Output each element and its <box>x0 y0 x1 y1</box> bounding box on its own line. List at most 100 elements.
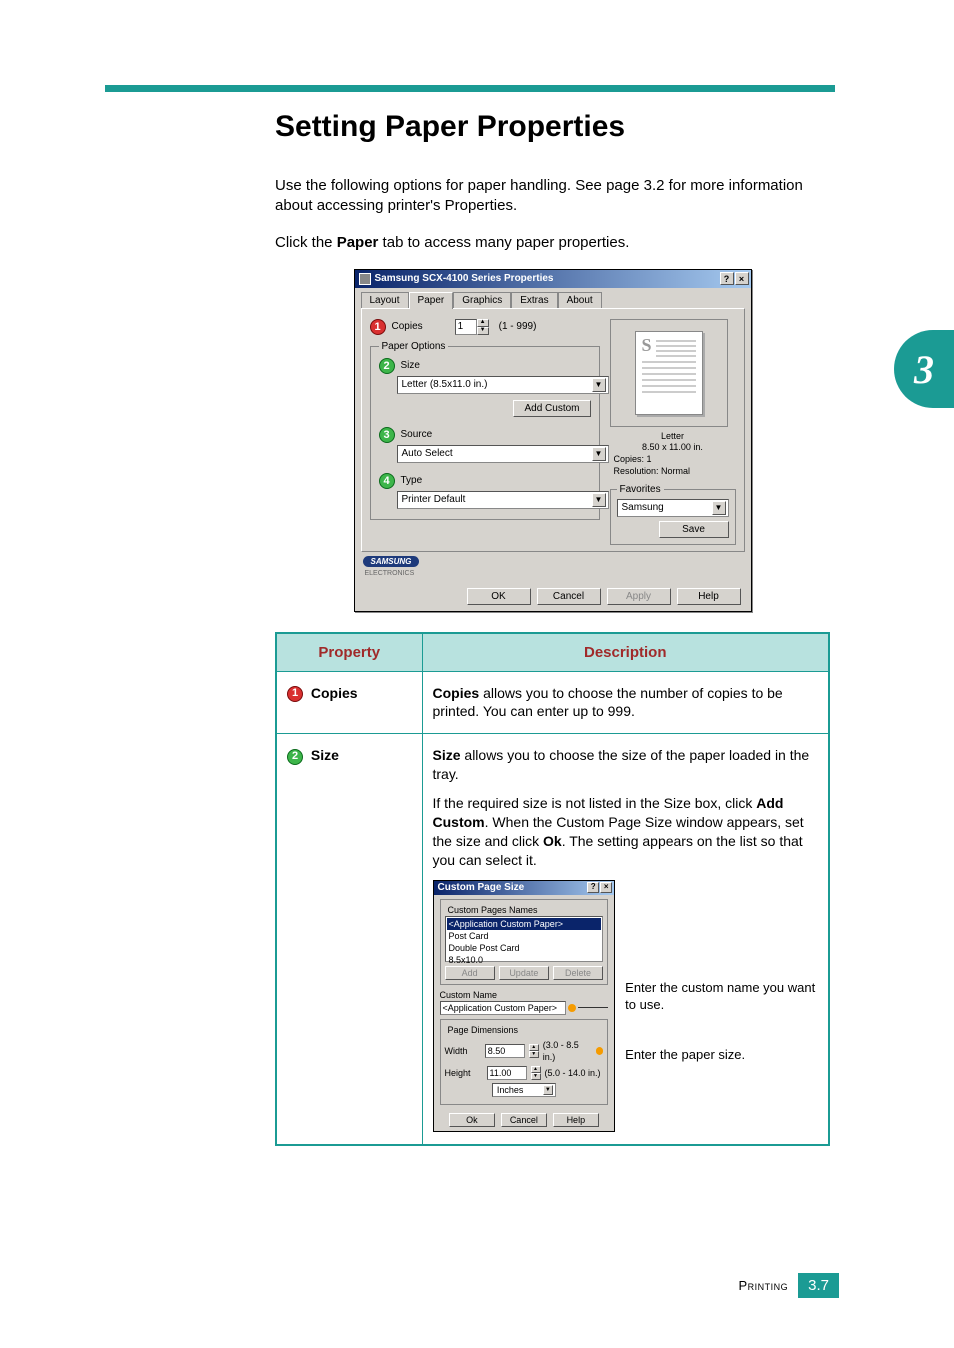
add-button[interactable]: Add <box>445 966 495 980</box>
mini-titlebar: Custom Page Size ? × <box>434 881 615 895</box>
cell-size-desc: Size allows you to choose the size of th… <box>422 734 829 1146</box>
cell-copies-desc: Copies allows you to choose the number o… <box>422 671 829 734</box>
cancel-button[interactable]: Cancel <box>537 588 601 605</box>
help-button[interactable]: Help <box>677 588 741 605</box>
cell-size-key: 2 Size <box>276 734 422 1146</box>
page-title: Setting Paper Properties <box>275 110 830 144</box>
paper-options-group: Paper Options 2 Size Letter (8.5x11.0 in… <box>370 341 600 520</box>
tab-about[interactable]: About <box>558 292 602 308</box>
preview-paper: Letter <box>610 431 736 443</box>
callout-1-marker: 1 <box>370 319 386 335</box>
window-title: Samsung SCX-4100 Series Properties <box>375 273 720 284</box>
size-key-text: Size <box>311 747 339 763</box>
preview-resolution: Resolution: Normal <box>610 466 736 478</box>
num-1-icon: 1 <box>287 686 303 702</box>
custom-name-input[interactable]: <Application Custom Paper> <box>440 1001 567 1015</box>
chapter-number: 3 <box>914 346 934 393</box>
source-label: Source <box>401 429 433 440</box>
chapter-side-tab: 3 <box>894 330 954 408</box>
tab-paper[interactable]: Paper <box>409 292 454 309</box>
apply-button[interactable]: Apply <box>607 588 671 605</box>
top-rule <box>105 85 835 92</box>
copies-spinner[interactable]: ▲▼ <box>455 319 489 335</box>
tab-extras[interactable]: Extras <box>511 292 557 308</box>
copies-range: (1 - 999) <box>499 321 537 332</box>
chevron-down-icon[interactable]: ▼ <box>592 447 606 461</box>
mini-cancel-button[interactable]: Cancel <box>501 1113 547 1127</box>
units-value: Inches <box>497 1084 524 1096</box>
type-select[interactable]: Printer Default ▼ <box>397 491 609 509</box>
tab-layout[interactable]: Layout <box>361 292 409 308</box>
custom-names-legend: Custom Pages Names <box>445 904 604 916</box>
num-2-icon: 2 <box>287 749 303 765</box>
callout-paper-size: Enter the paper size. <box>625 1047 818 1064</box>
custom-names-group: Custom Pages Names <Application Custom P… <box>440 899 609 985</box>
close-titlebar-button[interactable]: × <box>735 272 749 285</box>
delete-button[interactable]: Delete <box>553 966 603 980</box>
ok-button[interactable]: OK <box>467 588 531 605</box>
help-titlebar-button[interactable]: ? <box>587 882 599 893</box>
list-item[interactable]: <Application Custom Paper> <box>447 918 602 930</box>
text: Use the following options for paper hand… <box>275 177 606 194</box>
properties-dialog: Samsung SCX-4100 Series Properties ? × L… <box>354 269 752 612</box>
list-item[interactable]: Double Post Card <box>447 942 602 954</box>
property-table: Property Description 1 Copies Copies all… <box>275 632 830 1147</box>
chevron-down-icon[interactable]: ▼ <box>712 501 726 515</box>
cell-copies-key: 1 Copies <box>276 671 422 734</box>
list-item[interactable]: Post Card <box>447 930 602 942</box>
height-label: Height <box>445 1067 483 1079</box>
th-property: Property <box>276 633 422 672</box>
height-input[interactable]: 11.00 <box>487 1066 527 1080</box>
copies-desc-text: allows you to choose the number of copie… <box>433 685 783 720</box>
mini-help-button[interactable]: Help <box>553 1113 599 1127</box>
list-item[interactable]: 8.5x10.0 <box>447 954 602 966</box>
tabs: Layout Paper Graphics Extras About <box>355 288 751 308</box>
update-button[interactable]: Update <box>499 966 549 980</box>
chevron-down-icon[interactable]: ▼ <box>592 378 606 392</box>
samsung-logo: SAMSUNG <box>363 556 420 567</box>
preview-copies: Copies: 1 <box>610 454 736 466</box>
copies-input[interactable] <box>455 319 477 335</box>
custom-names-list[interactable]: <Application Custom Paper> Post Card Dou… <box>445 916 604 962</box>
preview-pane: S <box>610 319 728 427</box>
size-value: Letter (8.5x11.0 in.) <box>402 379 488 390</box>
close-titlebar-button[interactable]: × <box>600 882 612 893</box>
dimensions-legend: Page Dimensions <box>445 1024 604 1036</box>
spinner-down-icon[interactable]: ▼ <box>477 327 489 335</box>
width-input[interactable]: 8.50 <box>485 1044 525 1058</box>
source-select[interactable]: Auto Select ▼ <box>397 445 609 463</box>
size-p1: allows you to choose the size of the pap… <box>433 747 810 782</box>
add-custom-button[interactable]: Add Custom <box>513 400 590 417</box>
ok-bold: Ok <box>543 833 562 849</box>
size-p2-pre: If the required size is not listed in th… <box>433 795 757 811</box>
units-select[interactable]: Inches ▼ <box>492 1083 556 1097</box>
callout-3-marker: 3 <box>379 427 395 443</box>
source-value: Auto Select <box>402 448 453 459</box>
text: Click the <box>275 234 337 251</box>
intro-paragraph-1: Use the following options for paper hand… <box>275 176 830 217</box>
callout-dot-icon <box>596 1047 604 1055</box>
spinner-up-icon[interactable]: ▲ <box>477 319 489 327</box>
mini-title: Custom Page Size <box>438 881 588 895</box>
page-ref-link[interactable]: page 3.2 <box>606 177 664 194</box>
app-icon <box>359 273 371 285</box>
chevron-down-icon[interactable]: ▼ <box>592 493 606 507</box>
callout-dot-icon <box>568 1004 576 1012</box>
help-titlebar-button[interactable]: ? <box>720 272 734 285</box>
text: tab to access many paper properties. <box>378 234 629 251</box>
table-row: 1 Copies Copies allows you to choose the… <box>276 671 829 734</box>
footer-section: Printing <box>738 1278 788 1293</box>
custom-page-size-dialog: Custom Page Size ? × Custom Pages Names … <box>433 880 616 1133</box>
callout-custom-name: Enter the custom name you want to use. <box>625 980 818 1014</box>
favorites-value: Samsung <box>622 502 664 513</box>
chevron-down-icon[interactable]: ▼ <box>543 1085 553 1095</box>
footer-page-number: 3.7 <box>798 1273 839 1298</box>
tab-graphics[interactable]: Graphics <box>453 292 511 308</box>
save-button[interactable]: Save <box>659 521 729 538</box>
size-select[interactable]: Letter (8.5x11.0 in.) ▼ <box>397 376 609 394</box>
size-bold: Size <box>433 747 461 763</box>
favorites-select[interactable]: Samsung ▼ <box>617 499 729 517</box>
width-label: Width <box>445 1045 481 1057</box>
mini-ok-button[interactable]: Ok <box>449 1113 495 1127</box>
type-label: Type <box>401 475 423 486</box>
